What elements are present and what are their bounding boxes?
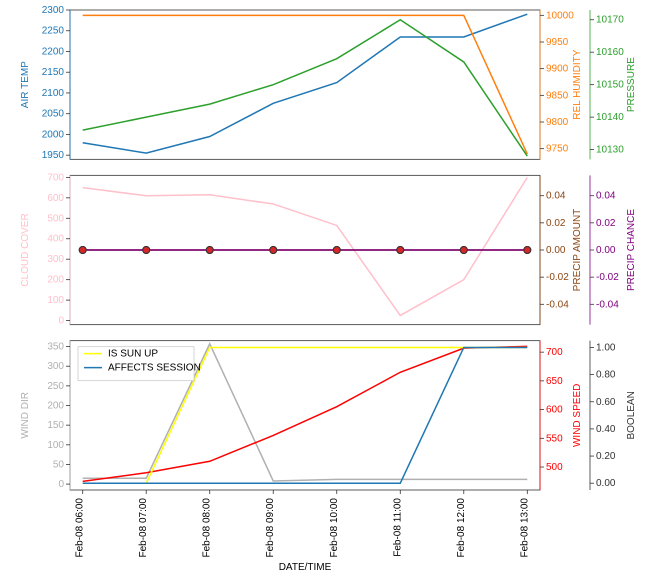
series-rel-humidity [83, 15, 528, 154]
xlabel: DATE/TIME [279, 562, 332, 573]
svg-text:300: 300 [47, 361, 64, 372]
svg-text:200: 200 [47, 275, 64, 286]
svg-text:1.00: 1.00 [596, 342, 616, 353]
svg-text:550: 550 [546, 433, 563, 444]
marker-precip-chance [270, 247, 277, 254]
svg-text:10150: 10150 [596, 80, 624, 91]
svg-text:-0.04: -0.04 [596, 299, 619, 310]
svg-text:50: 50 [53, 459, 65, 470]
axislabel-PRECIP AMOUNT: PRECIP AMOUNT [572, 209, 583, 292]
svg-text:0.40: 0.40 [596, 424, 616, 435]
marker-precip-chance [79, 247, 86, 254]
axislabel-BOOLEAN: BOOLEAN [626, 391, 637, 439]
svg-text:0: 0 [58, 316, 64, 327]
series-cloud-cover [83, 177, 528, 315]
svg-text:0.20: 0.20 [596, 451, 616, 462]
svg-text:100: 100 [47, 440, 64, 451]
xtick-4: Feb-08 10:00 [329, 498, 340, 558]
marker-precip-chance [524, 247, 531, 254]
axislabel-AIR TEMP: AIR TEMP [20, 61, 31, 108]
svg-text:150: 150 [47, 420, 64, 431]
svg-text:10160: 10160 [596, 47, 624, 58]
legend-item-1: AFFECTS SESSION [108, 363, 201, 374]
xtick-7: Feb-08 13:00 [519, 498, 530, 558]
series-air-temp [83, 14, 528, 153]
svg-text:9850: 9850 [546, 90, 569, 101]
legend-item-0: IS SUN UP [108, 349, 158, 360]
marker-precip-chance [333, 247, 340, 254]
svg-text:9900: 9900 [546, 64, 569, 75]
marker-precip-chance [397, 247, 404, 254]
svg-text:2050: 2050 [42, 109, 65, 120]
axislabel-REL HUMIDITY: REL HUMIDITY [572, 49, 583, 120]
svg-text:350: 350 [47, 342, 64, 353]
svg-text:400: 400 [47, 234, 64, 245]
svg-text:0: 0 [58, 479, 64, 490]
xtick-3: Feb-08 09:00 [265, 498, 276, 558]
svg-text:9800: 9800 [546, 117, 569, 128]
xtick-0: Feb-08 06:00 [75, 498, 86, 558]
axislabel-PRESSURE: PRESSURE [626, 57, 637, 112]
svg-text:-0.04: -0.04 [546, 299, 569, 310]
svg-text:2000: 2000 [42, 129, 65, 140]
svg-text:0.00: 0.00 [546, 245, 566, 256]
xtick-6: Feb-08 12:00 [456, 498, 467, 558]
svg-text:650: 650 [546, 376, 563, 387]
svg-text:0.02: 0.02 [596, 218, 616, 229]
svg-text:0.80: 0.80 [596, 370, 616, 381]
axislabel-PRECIP CHANCE: PRECIP CHANCE [626, 209, 637, 291]
svg-text:10130: 10130 [596, 145, 624, 156]
svg-text:200: 200 [47, 401, 64, 412]
svg-text:10000: 10000 [546, 10, 574, 21]
svg-text:2250: 2250 [42, 26, 65, 37]
svg-text:-0.02: -0.02 [596, 272, 619, 283]
svg-text:600: 600 [546, 405, 563, 416]
svg-text:0.60: 0.60 [596, 397, 616, 408]
svg-text:250: 250 [47, 381, 64, 392]
svg-text:1950: 1950 [42, 150, 65, 161]
svg-text:500: 500 [47, 213, 64, 224]
xtick-1: Feb-08 07:00 [138, 498, 149, 558]
marker-precip-chance [460, 247, 467, 254]
svg-text:9750: 9750 [546, 144, 569, 155]
panel-2: 0 50 100 150 200 250 300 350 WIND DIR 500 550 600 65… [20, 341, 637, 490]
xtick-5: Feb-08 11:00 [392, 498, 403, 557]
axislabel-WIND SPEED: WIND SPEED [572, 384, 583, 447]
svg-text:300: 300 [47, 254, 64, 265]
panel-1: 0 100 200 300 400 500 600 700 CLOUD COVER -0.04 -0… [20, 172, 637, 326]
svg-text:500: 500 [546, 462, 563, 473]
svg-text:-0.02: -0.02 [546, 272, 569, 283]
svg-text:2200: 2200 [42, 46, 65, 57]
xtick-2: Feb-08 08:00 [202, 498, 213, 558]
svg-text:600: 600 [47, 193, 64, 204]
svg-text:9950: 9950 [546, 37, 569, 48]
svg-text:700: 700 [47, 172, 64, 183]
svg-text:2300: 2300 [42, 5, 65, 16]
plot-border [70, 10, 540, 159]
svg-text:0.04: 0.04 [596, 191, 616, 202]
svg-text:0.02: 0.02 [546, 218, 566, 229]
svg-text:2150: 2150 [42, 67, 65, 78]
svg-text:0.00: 0.00 [596, 478, 616, 489]
svg-text:0.04: 0.04 [546, 191, 566, 202]
svg-text:700: 700 [546, 347, 563, 358]
panel-0: 1950 2000 2050 2100 2150 2200 2250 2300 AIR TEMP… [20, 5, 637, 161]
svg-text:10170: 10170 [596, 15, 624, 26]
svg-text:10140: 10140 [596, 112, 624, 123]
svg-text:100: 100 [47, 295, 64, 306]
series-pressure [83, 20, 528, 156]
marker-precip-chance [143, 247, 150, 254]
marker-precip-chance [206, 247, 213, 254]
axislabel-CLOUD COVER: CLOUD COVER [20, 213, 31, 286]
svg-text:2100: 2100 [42, 88, 65, 99]
axislabel-WIND DIR: WIND DIR [20, 392, 31, 439]
svg-text:0.00: 0.00 [596, 245, 616, 256]
